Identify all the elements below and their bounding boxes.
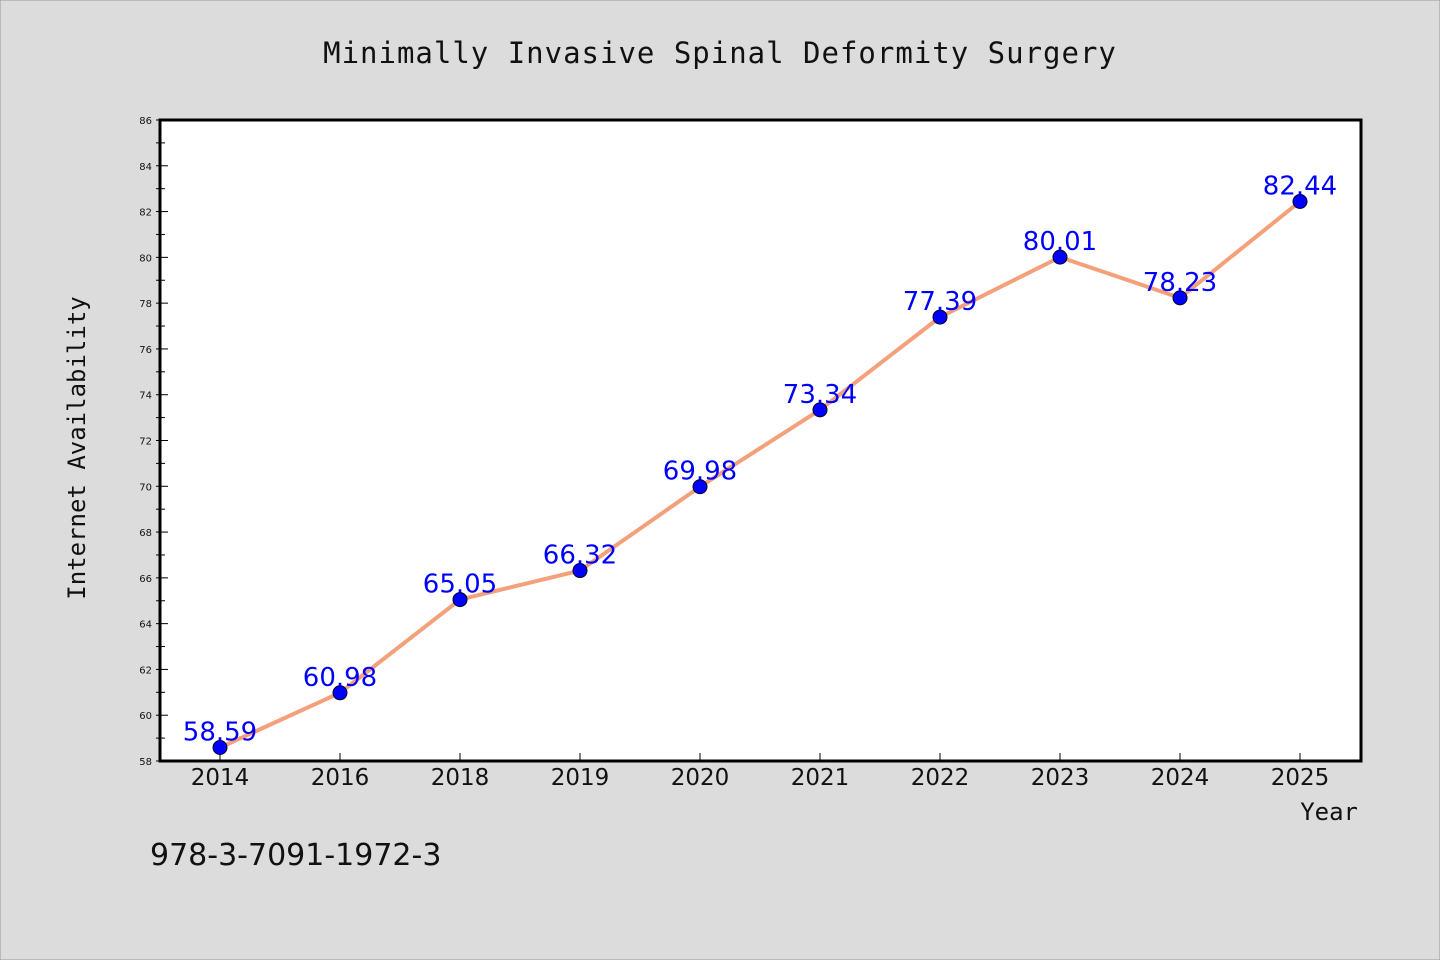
data-label: 77.39 xyxy=(903,287,977,317)
x-tick-label: 2024 xyxy=(1151,765,1210,791)
data-point-marker xyxy=(452,592,468,608)
data-label: 80.01 xyxy=(1023,227,1097,257)
plot-area xyxy=(158,118,1363,763)
y-tick-label: 64 xyxy=(139,620,152,631)
y-tick-label: 78 xyxy=(139,299,152,310)
y-tick-label: 86 xyxy=(139,116,152,127)
x-tick-label: 2023 xyxy=(1031,765,1090,791)
data-label: 60.98 xyxy=(303,663,377,693)
data-label: 66.32 xyxy=(543,541,617,571)
data-label: 58.59 xyxy=(183,717,257,747)
x-axis-ticks: 2014 2016 2018 2019 2020 2021 2022 2023 2024 2025 xyxy=(191,753,1330,791)
data-point-marker xyxy=(932,309,948,325)
data-label: 73.34 xyxy=(783,380,857,410)
data-label: 82.44 xyxy=(1263,171,1337,201)
y-axis-label: Internet Availability xyxy=(63,296,91,599)
y-tick-label: 68 xyxy=(139,528,152,539)
data-labels-group: 58.59 60.98 65.05 66.32 69.98 73.34 77.39 80.01… xyxy=(183,171,1337,747)
data-point-marker xyxy=(212,739,228,755)
x-tick-label: 2016 xyxy=(311,765,370,791)
y-axis-ticks: 58 60 62 64 66 68 70 72 74 76 78 80 82 84 86 xyxy=(139,116,168,768)
x-tick-label: 2019 xyxy=(551,765,610,791)
data-point-marker xyxy=(812,402,828,418)
data-point-marker xyxy=(1052,249,1068,265)
series-line xyxy=(218,199,1302,750)
y-tick-label: 66 xyxy=(139,574,152,585)
markers-group xyxy=(212,193,1308,755)
x-tick-label: 2025 xyxy=(1271,765,1330,791)
series-line-group xyxy=(218,199,1302,750)
y-tick-label: 84 xyxy=(139,162,152,173)
data-point-marker xyxy=(1292,193,1308,209)
x-axis-label: Year xyxy=(1300,798,1358,826)
y-tick-label: 74 xyxy=(139,391,152,402)
y-tick-label: 72 xyxy=(139,437,152,448)
y-tick-label: 82 xyxy=(139,208,152,219)
y-tick-label: 70 xyxy=(139,482,152,493)
data-point-marker xyxy=(332,685,348,701)
data-label: 65.05 xyxy=(423,570,497,600)
x-tick-label: 2018 xyxy=(431,765,490,791)
footer-code: 978-3-7091-1972-3 xyxy=(150,838,441,873)
x-tick-label: 2020 xyxy=(671,765,730,791)
y-tick-label: 62 xyxy=(139,665,152,676)
x-tick-label: 2021 xyxy=(791,765,850,791)
data-point-marker xyxy=(1172,290,1188,306)
chart-title: Minimally Invasive Spinal Deformity Surg… xyxy=(323,36,1117,70)
data-label: 78.23 xyxy=(1143,268,1217,298)
x-tick-label: 2014 xyxy=(191,765,250,791)
data-label: 69.98 xyxy=(663,457,737,487)
y-tick-label: 80 xyxy=(139,253,152,264)
data-point-marker xyxy=(692,479,708,495)
y-tick-label: 76 xyxy=(139,345,152,356)
x-tick-label: 2022 xyxy=(911,765,970,791)
data-point-marker xyxy=(572,563,588,579)
y-tick-label: 58 xyxy=(139,757,152,768)
y-tick-label: 60 xyxy=(139,711,152,722)
